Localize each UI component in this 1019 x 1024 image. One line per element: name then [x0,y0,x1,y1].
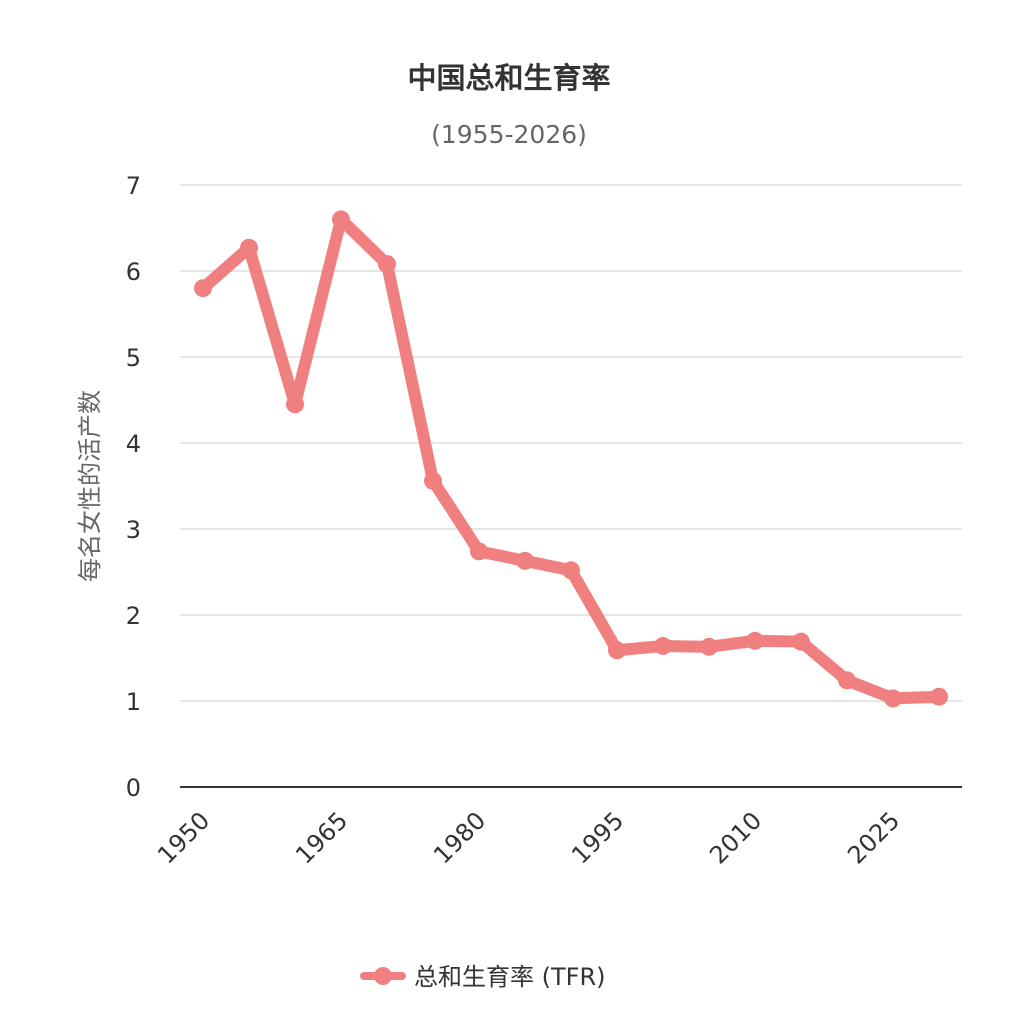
y-tick-label: 1 [126,688,141,716]
x-tick-label: 1995 [566,806,629,869]
y-tick-label: 6 [126,258,141,286]
data-point-1960[interactable] [286,395,304,414]
y-tick-label: 5 [126,344,141,372]
data-point-2025[interactable] [884,689,902,708]
data-point-1985[interactable] [516,551,534,570]
x-tick-label: 1950 [152,806,215,869]
x-tick-label: 2025 [842,806,905,869]
series-line [197,213,945,705]
chart-subtitle: (1955-2026) [431,120,587,149]
data-point-1980[interactable] [470,542,488,561]
legend[interactable]: 总和生育率 (TFR) [360,963,606,991]
y-tick-label: 4 [126,430,141,458]
legend-label: 总和生育率 (TFR) [414,963,606,991]
data-point-1990[interactable] [562,561,580,580]
data-point-1970[interactable] [378,255,396,274]
y-tick-label: 7 [126,172,141,200]
data-point-1955[interactable] [240,238,258,257]
data-point-2020[interactable] [838,671,856,690]
legend-marker [374,967,392,985]
y-tick-label: 2 [126,602,141,630]
x-tick-label: 2010 [704,806,767,869]
data-point-1965[interactable] [332,210,350,229]
chart-title: 中国总和生育率 [407,61,610,95]
x-tick-label: 1980 [428,806,491,869]
data-point-2030[interactable] [930,687,948,706]
data-point-1975[interactable] [424,471,442,490]
data-point-2015[interactable] [792,632,810,651]
data-point-1995[interactable] [608,641,626,660]
y-axis-label: 每名女性的活产数 [76,390,104,582]
data-point-1950[interactable] [194,279,212,298]
y-tick-label: 0 [126,774,141,802]
data-point-2010[interactable] [746,631,764,650]
x-tick-label: 1965 [290,806,353,869]
data-point-2005[interactable] [700,637,718,656]
y-tick-label: 3 [126,516,141,544]
data-point-2000[interactable] [654,636,672,655]
